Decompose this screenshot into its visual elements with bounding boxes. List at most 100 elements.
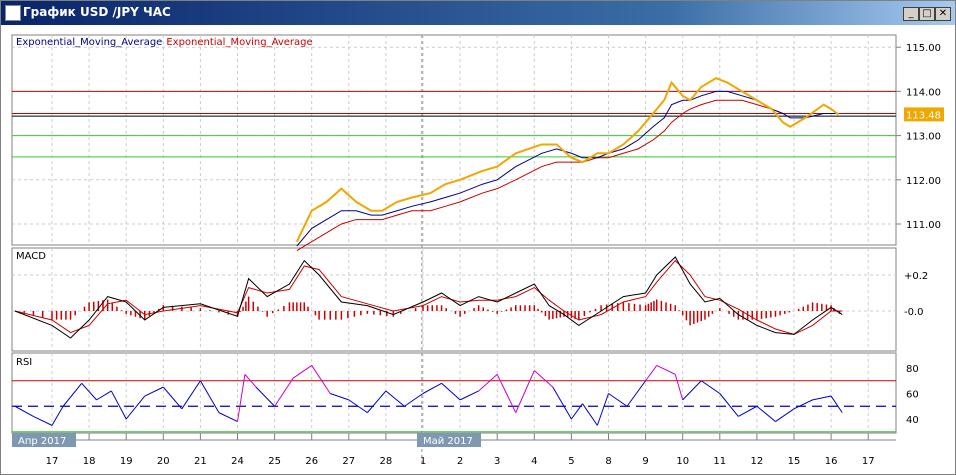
rsi-segment <box>441 382 461 401</box>
legend-0: Exponential_Moving_Average <box>16 37 162 48</box>
rsi-segment <box>292 365 312 379</box>
rsi-segment <box>237 374 246 422</box>
rsi-segment <box>422 382 442 394</box>
y-tick-label: 80 <box>906 364 919 375</box>
y-tick-label: 115.00 <box>906 43 941 54</box>
y-tick-label: 113.00 <box>906 132 941 143</box>
rsi-segment <box>645 365 658 382</box>
current-price-label: 113.48 <box>906 110 941 121</box>
month-label: Апр 2017 <box>18 436 66 447</box>
rsi-segment <box>385 390 405 407</box>
maximize-button[interactable]: □ <box>919 7 935 21</box>
rsi-segment <box>33 415 53 426</box>
panel-title-macd: MACD <box>16 251 46 262</box>
rsi-segment <box>626 380 647 407</box>
rsi-segment <box>348 399 368 414</box>
x-tick-label: 28 <box>380 456 393 467</box>
x-tick-label: 26 <box>305 456 318 467</box>
y-tick-label: 40 <box>906 415 919 426</box>
x-tick-label: 15 <box>788 456 801 467</box>
month-label: Май 2017 <box>423 436 473 447</box>
x-tick-label: 3 <box>494 456 500 467</box>
rsi-segment <box>812 395 832 401</box>
rsi-segment <box>793 399 813 410</box>
rsi-segment <box>330 393 349 401</box>
rsi-segment <box>608 393 628 407</box>
rsi-segment <box>552 386 572 420</box>
panel-frame-0 <box>11 34 897 246</box>
rsi-segment <box>144 386 164 397</box>
close-button[interactable]: ✕ <box>935 7 951 21</box>
x-tick-label: 1 <box>420 456 426 467</box>
month-badge <box>417 433 481 447</box>
rsi-segment <box>162 386 183 410</box>
rsi-segment <box>674 374 684 401</box>
rsi-segment <box>51 405 64 426</box>
rsi-segment <box>62 382 83 407</box>
rsi-segment <box>700 380 721 394</box>
rsi-segment <box>274 377 294 407</box>
series-signal <box>14 259 843 335</box>
rsi-segment <box>515 370 535 413</box>
rsi-segment <box>255 386 275 407</box>
y-tick-label: +0.2 <box>904 271 928 282</box>
rsi-segment <box>496 374 517 413</box>
x-tick-label: 9 <box>642 456 648 467</box>
x-tick-label: 27 <box>342 456 355 467</box>
rsi-segment <box>366 390 387 413</box>
y-tick-label: -0.0 <box>904 307 924 318</box>
y-tick-label: 114.00 <box>906 87 941 98</box>
rsi-segment <box>199 380 220 413</box>
x-tick-label: 25 <box>268 456 281 467</box>
x-tick-label: 19 <box>120 456 133 467</box>
rsi-segment <box>478 374 498 392</box>
panel-frame-1 <box>11 247 897 352</box>
panel-title-rsi: RSI <box>16 357 32 368</box>
x-tick-label: 17 <box>46 456 59 467</box>
x-tick-label: 4 <box>531 456 537 467</box>
x-tick-label: 10 <box>676 456 689 467</box>
x-tick-label: 16 <box>825 456 838 467</box>
rsi-segment <box>96 390 112 401</box>
rsi-segment <box>738 405 758 417</box>
rsi-segment <box>459 390 479 401</box>
x-tick-label: 17 <box>862 456 875 467</box>
series-macd <box>14 256 843 339</box>
chart-app-icon <box>5 5 21 21</box>
rsi-segment <box>756 405 776 422</box>
x-tick-label: 5 <box>568 456 574 467</box>
y-tick-label: 111.00 <box>906 220 941 231</box>
y-tick-label: 60 <box>906 390 919 401</box>
x-tick-label: 2 <box>457 456 463 467</box>
x-tick-label: 24 <box>231 456 244 467</box>
series-ema_slow <box>296 99 839 251</box>
window-title: График USD /JPY ЧАС <box>23 5 171 19</box>
rsi-segment <box>570 403 583 420</box>
title-bar[interactable]: График USD /JPY ЧАС _ □ ✕ <box>1 1 955 25</box>
rsi-segment <box>533 370 554 388</box>
minimize-button[interactable]: _ <box>903 7 919 21</box>
x-tick-label: 18 <box>83 456 96 467</box>
x-tick-label: 21 <box>194 456 207 467</box>
y-tick-label: 112.00 <box>906 176 941 187</box>
rsi-segment <box>110 390 127 420</box>
rsi-segment <box>596 393 609 426</box>
rsi-segment <box>181 380 201 410</box>
rsi-segment <box>311 365 331 394</box>
rsi-segment <box>582 403 598 426</box>
panel-frame-2 <box>11 352 897 434</box>
rsi-segment <box>218 412 238 423</box>
month-badge <box>12 433 76 447</box>
x-tick-label: 11 <box>713 456 726 467</box>
rsi-segment <box>656 364 676 375</box>
rsi-segment <box>775 408 795 422</box>
rsi-segment <box>244 374 257 388</box>
rsi-segment <box>14 405 34 417</box>
rsi-segment <box>682 380 702 401</box>
x-tick-label: 20 <box>157 456 170 467</box>
rsi-segment <box>404 393 424 407</box>
x-tick-label: 12 <box>751 456 764 467</box>
current-price-badge <box>904 107 944 122</box>
series-price <box>295 77 840 243</box>
